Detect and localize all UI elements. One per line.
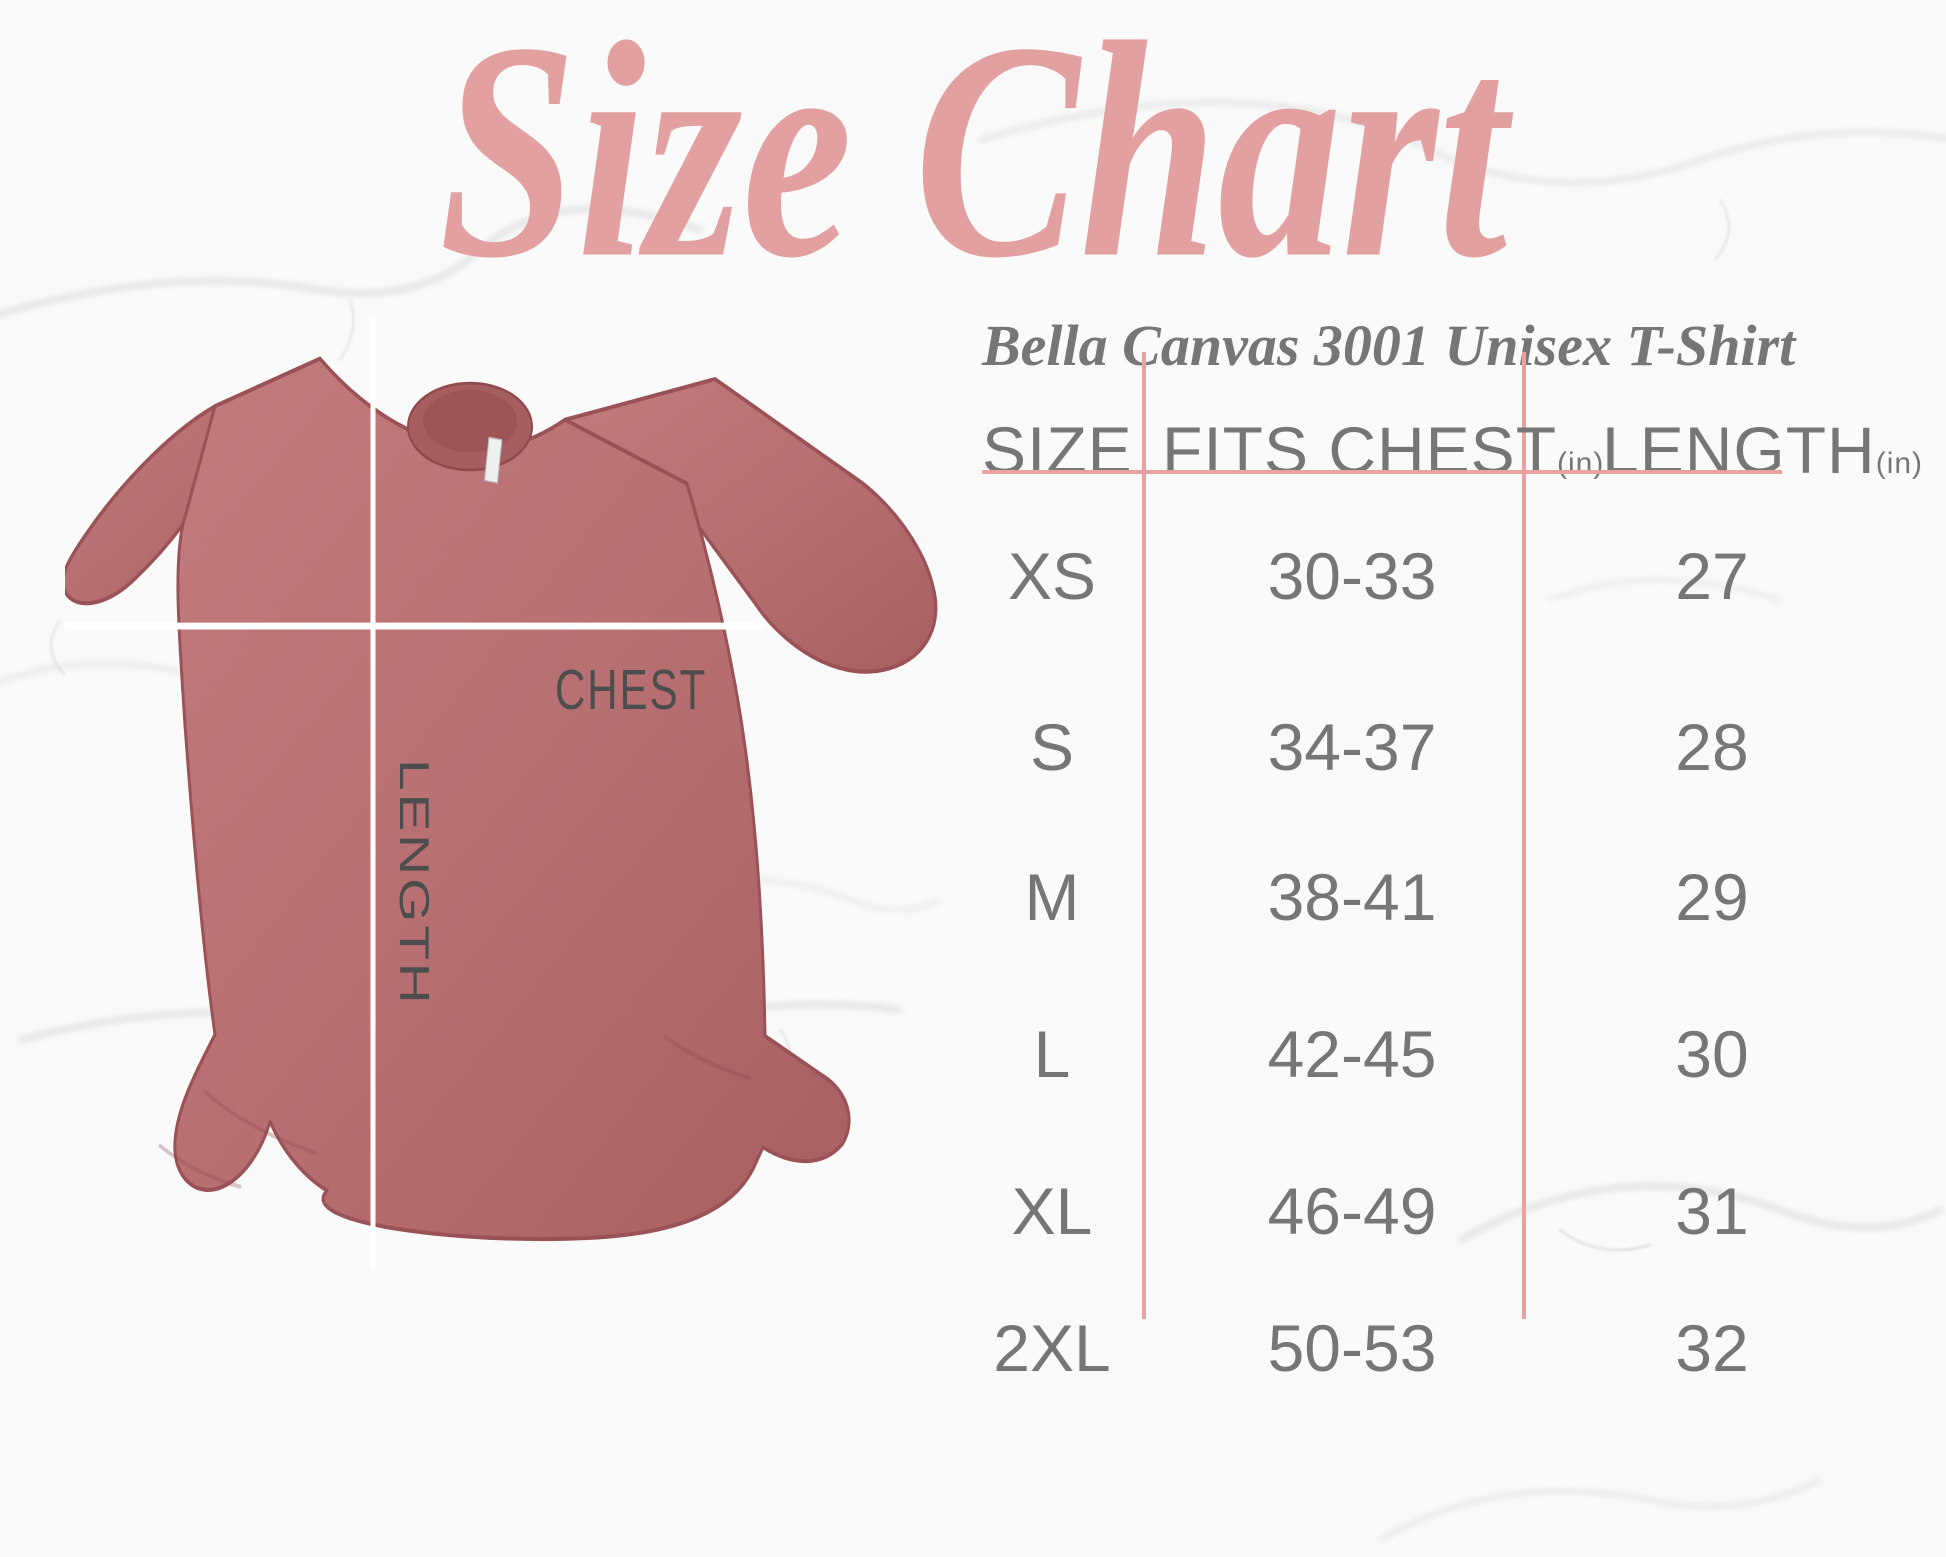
svg-text:CHEST: CHEST <box>555 658 707 722</box>
svg-text:LENGTH: LENGTH <box>391 759 438 1006</box>
